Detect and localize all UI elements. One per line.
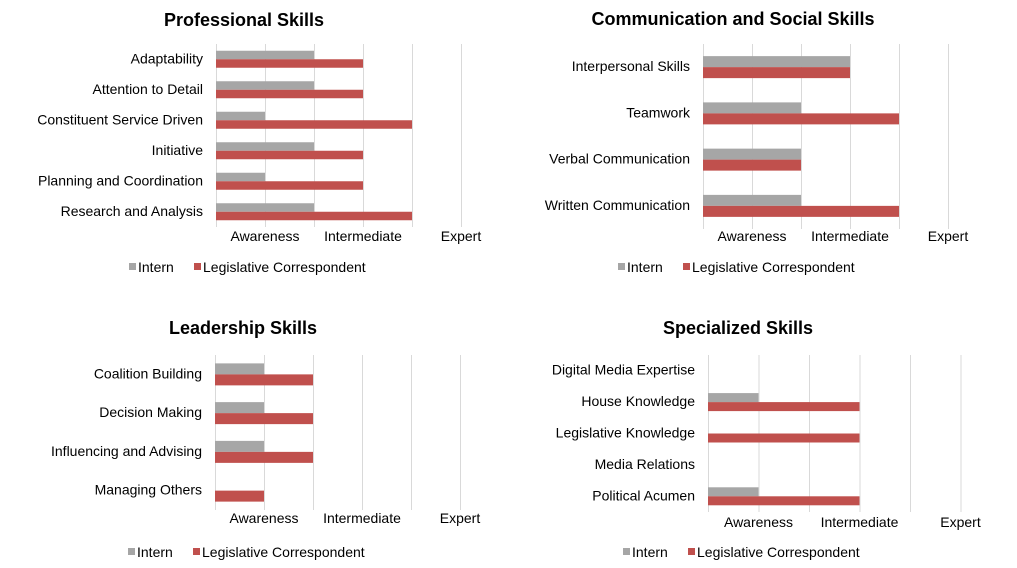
legend-swatch-intern [623,548,630,555]
legend: Intern Legislative Correspondent [128,544,365,560]
x-tick-label: Expert [440,510,481,526]
x-tick-label: Awareness [717,228,786,244]
bar-intern [216,50,314,60]
category-label: House Knowledge [581,393,695,409]
category-label: Planning and Coordination [38,172,203,188]
bar-legislative-correspondent [216,211,412,221]
legend-label-legislative-correspondent: Legislative Correspondent [692,259,855,275]
legend-label-intern: Intern [137,544,173,560]
chart-title: Leadership Skills [169,318,317,338]
bar-legislative-correspondent [703,113,899,125]
legend-label-intern: Intern [632,544,668,560]
category-label: Teamwork [626,104,691,120]
legend: Intern Legislative Correspondent [618,259,855,275]
bar-intern [703,102,801,114]
legend-swatch-intern [129,263,136,270]
x-tick-label: Intermediate [323,510,401,526]
x-tick-label: Expert [928,228,969,244]
bar-intern [216,81,314,90]
bar-intern [215,363,264,375]
legend: Intern Legislative Correspondent [623,544,860,560]
bar-legislative-correspondent [216,150,363,160]
category-label: Interpersonal Skills [572,58,690,74]
x-tick-label: Intermediate [821,514,899,530]
bar-legislative-correspondent [215,413,313,425]
bar-intern [215,402,264,414]
bar-legislative-correspondent [708,433,860,443]
bar-legislative-correspondent [708,496,860,506]
bar-legislative-correspondent [703,159,801,171]
x-tick-label: Intermediate [324,228,402,244]
legend-swatch-legislative-correspondent [194,263,201,270]
legend-swatch-legislative-correspondent [683,263,690,270]
bar-legislative-correspondent [216,59,363,68]
chart-specialized-skills: Specialized Skills Digital Media Expertis… [552,318,981,560]
category-label: Adaptability [131,50,203,66]
category-label: Media Relations [595,456,695,472]
bar-intern [215,440,264,452]
category-label: Political Acumen [592,487,695,503]
category-label: Verbal Communication [549,151,690,167]
category-label: Decision Making [99,404,202,420]
bar-legislative-correspondent [215,374,313,386]
bar-legislative-correspondent [216,89,363,99]
category-label: Written Communication [545,197,690,213]
chart-professional-skills: Professional Skills Adaptability Attention… [37,10,481,275]
category-label: Constituent Service Driven [37,111,203,127]
chart-communication-and-social-skills: Communication and Social Skills Interpers… [545,9,969,275]
bar-legislative-correspondent [215,490,264,502]
legend-swatch-legislative-correspondent [193,548,200,555]
category-label: Managing Others [95,482,202,498]
legend-swatch-intern [618,263,625,270]
bar-legislative-correspondent [703,67,850,79]
legend-label-legislative-correspondent: Legislative Correspondent [697,544,860,560]
x-tick-label: Intermediate [811,228,889,244]
category-label: Research and Analysis [61,203,203,219]
legend-label-intern: Intern [138,259,174,275]
bar-intern [216,111,265,121]
legend-label-intern: Intern [627,259,663,275]
bar-legislative-correspondent [216,120,412,129]
bar-legislative-correspondent [708,402,860,412]
category-label: Initiative [152,142,204,158]
bar-legislative-correspondent [215,451,313,463]
bar-legislative-correspondent [703,205,899,217]
chart-title: Specialized Skills [663,318,813,338]
legend-label-legislative-correspondent: Legislative Correspondent [203,259,366,275]
x-tick-label: Awareness [724,514,793,530]
bar-intern [216,172,265,182]
bar-intern [708,393,759,403]
bar-legislative-correspondent [216,181,363,190]
bar-intern [708,487,759,497]
legend-swatch-legislative-correspondent [688,548,695,555]
x-tick-label: Awareness [229,510,298,526]
x-tick-label: Expert [441,228,482,244]
legend: Intern Legislative Correspondent [129,259,366,275]
category-label: Legislative Knowledge [556,425,696,441]
chart-title: Communication and Social Skills [591,9,874,29]
category-label: Coalition Building [94,365,202,381]
category-label: Influencing and Advising [51,443,202,459]
category-label: Attention to Detail [92,81,203,97]
x-tick-label: Awareness [230,228,299,244]
x-tick-label: Expert [940,514,981,530]
chart-leadership-skills: Leadership Skills Coalition Building Decis… [51,318,480,560]
bar-intern [216,203,314,212]
chart-title: Professional Skills [164,10,324,30]
bar-intern [703,56,850,68]
legend-swatch-intern [128,548,135,555]
bar-intern [703,148,801,160]
bar-intern [703,194,801,206]
bar-intern [216,142,314,151]
category-label: Digital Media Expertise [552,362,695,378]
legend-label-legislative-correspondent: Legislative Correspondent [202,544,365,560]
